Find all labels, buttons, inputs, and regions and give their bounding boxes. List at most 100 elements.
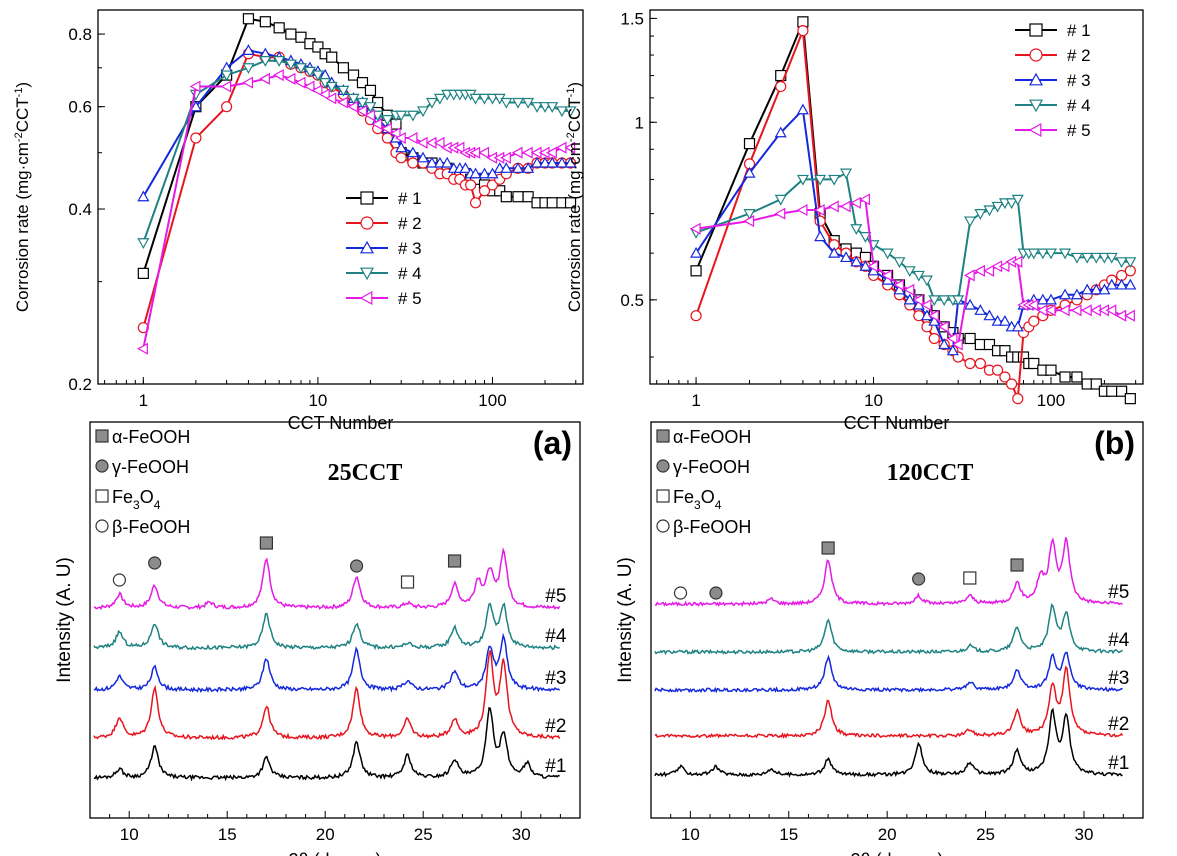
x-tick-label: 10 [681, 825, 700, 844]
phase-legend-marker [656, 459, 670, 473]
data-point [478, 185, 491, 197]
data-point [964, 298, 977, 310]
data-point [539, 102, 552, 113]
data-point [337, 62, 350, 74]
phase-marker [349, 559, 364, 573]
data-point [991, 201, 1004, 213]
phase-marker [112, 573, 127, 587]
data-point [337, 96, 349, 109]
series-line [695, 171, 1131, 301]
trace-n1: #1 [654, 707, 1129, 778]
trace-n2: #2 [93, 650, 566, 741]
data-point [743, 215, 755, 228]
data-point [1090, 283, 1103, 295]
data-point [991, 314, 1004, 326]
data-point [840, 168, 853, 180]
y-tick-label: 0.6 [68, 98, 92, 117]
data-point [242, 63, 255, 75]
xrd-trace [654, 537, 1123, 607]
data-point [850, 255, 863, 267]
data-point [1036, 293, 1049, 305]
xrd-trace [93, 546, 561, 611]
data-point [522, 191, 534, 203]
data-point [1011, 255, 1023, 268]
data-point [743, 138, 756, 150]
data-point [1080, 304, 1092, 317]
phase-marker [963, 571, 977, 585]
data-point [137, 342, 148, 355]
data-point [893, 278, 905, 291]
series-line [142, 74, 571, 349]
x-tick-label: 100 [1037, 391, 1065, 410]
data-point [1012, 393, 1024, 405]
data-point [137, 267, 149, 279]
data-point [1070, 288, 1083, 300]
xrd-trace [93, 632, 561, 694]
data-point [1027, 248, 1040, 260]
data-point [546, 156, 559, 168]
data-point [938, 295, 951, 307]
data-point [371, 110, 384, 122]
phase-legend-label: γ-FeOOH [673, 457, 750, 477]
data-point [325, 81, 338, 93]
data-point [951, 338, 963, 351]
data-point [946, 344, 959, 356]
x-tick-label: 30 [512, 825, 531, 844]
data-point [242, 13, 255, 25]
phase-legend-label: γ-FeOOH [112, 457, 189, 477]
phase-marker [447, 554, 462, 568]
trace-label: #2 [545, 716, 566, 737]
data-point [952, 295, 965, 307]
trace-n5: #5 [93, 546, 566, 611]
data-point [903, 266, 916, 278]
data-point [850, 196, 861, 209]
trace-label: #5 [545, 586, 566, 607]
data-point [512, 191, 524, 203]
data-point [242, 76, 254, 89]
data-point [494, 185, 506, 197]
data-point [1081, 252, 1094, 264]
data-point [813, 203, 825, 217]
x-tick-label: 15 [218, 825, 237, 844]
data-point [521, 146, 533, 159]
trace-n3: #3 [654, 651, 1129, 694]
legend: # 1 # 2 # 3 # 4 # 5 [1015, 21, 1091, 140]
legend-label: # 2 [398, 214, 422, 233]
data-point [1059, 288, 1072, 300]
xrd-trace [654, 707, 1123, 778]
data-point [928, 332, 940, 345]
data-point [469, 197, 482, 209]
data-point [284, 72, 296, 85]
phase-marker [400, 575, 415, 589]
data-point [983, 338, 996, 351]
data-point [1105, 304, 1117, 317]
legend-marker [360, 216, 374, 230]
data-point [1124, 393, 1136, 405]
data-point [964, 332, 976, 345]
data-point [1115, 278, 1128, 290]
data-point [974, 209, 987, 220]
data-point [453, 141, 465, 154]
data-point [774, 194, 787, 206]
data-point [827, 200, 839, 213]
data-point [312, 41, 324, 53]
data-point [983, 309, 996, 321]
data-point [690, 265, 702, 277]
data-point [381, 122, 392, 135]
panel-label: (a) [533, 425, 572, 461]
legend-marker [359, 290, 373, 306]
data-point [881, 248, 894, 260]
data-point [511, 97, 525, 109]
data-point [775, 80, 787, 93]
y-tick-label: 0.4 [68, 200, 92, 219]
phase-legend-label: α-FeOOH [112, 427, 190, 447]
trace-label: #4 [545, 626, 567, 647]
series-line [695, 30, 1131, 399]
data-point [1059, 248, 1072, 260]
data-point [964, 216, 977, 228]
corrosion-rate-chart-a: 1 10 100 0.2 0.4 0.6 0.8 CCT Number Corrosion ra… [13, 9, 584, 433]
x-tick-label: 30 [1074, 825, 1093, 844]
data-point [1011, 194, 1024, 206]
data-point [797, 25, 809, 37]
data-point [690, 310, 702, 322]
